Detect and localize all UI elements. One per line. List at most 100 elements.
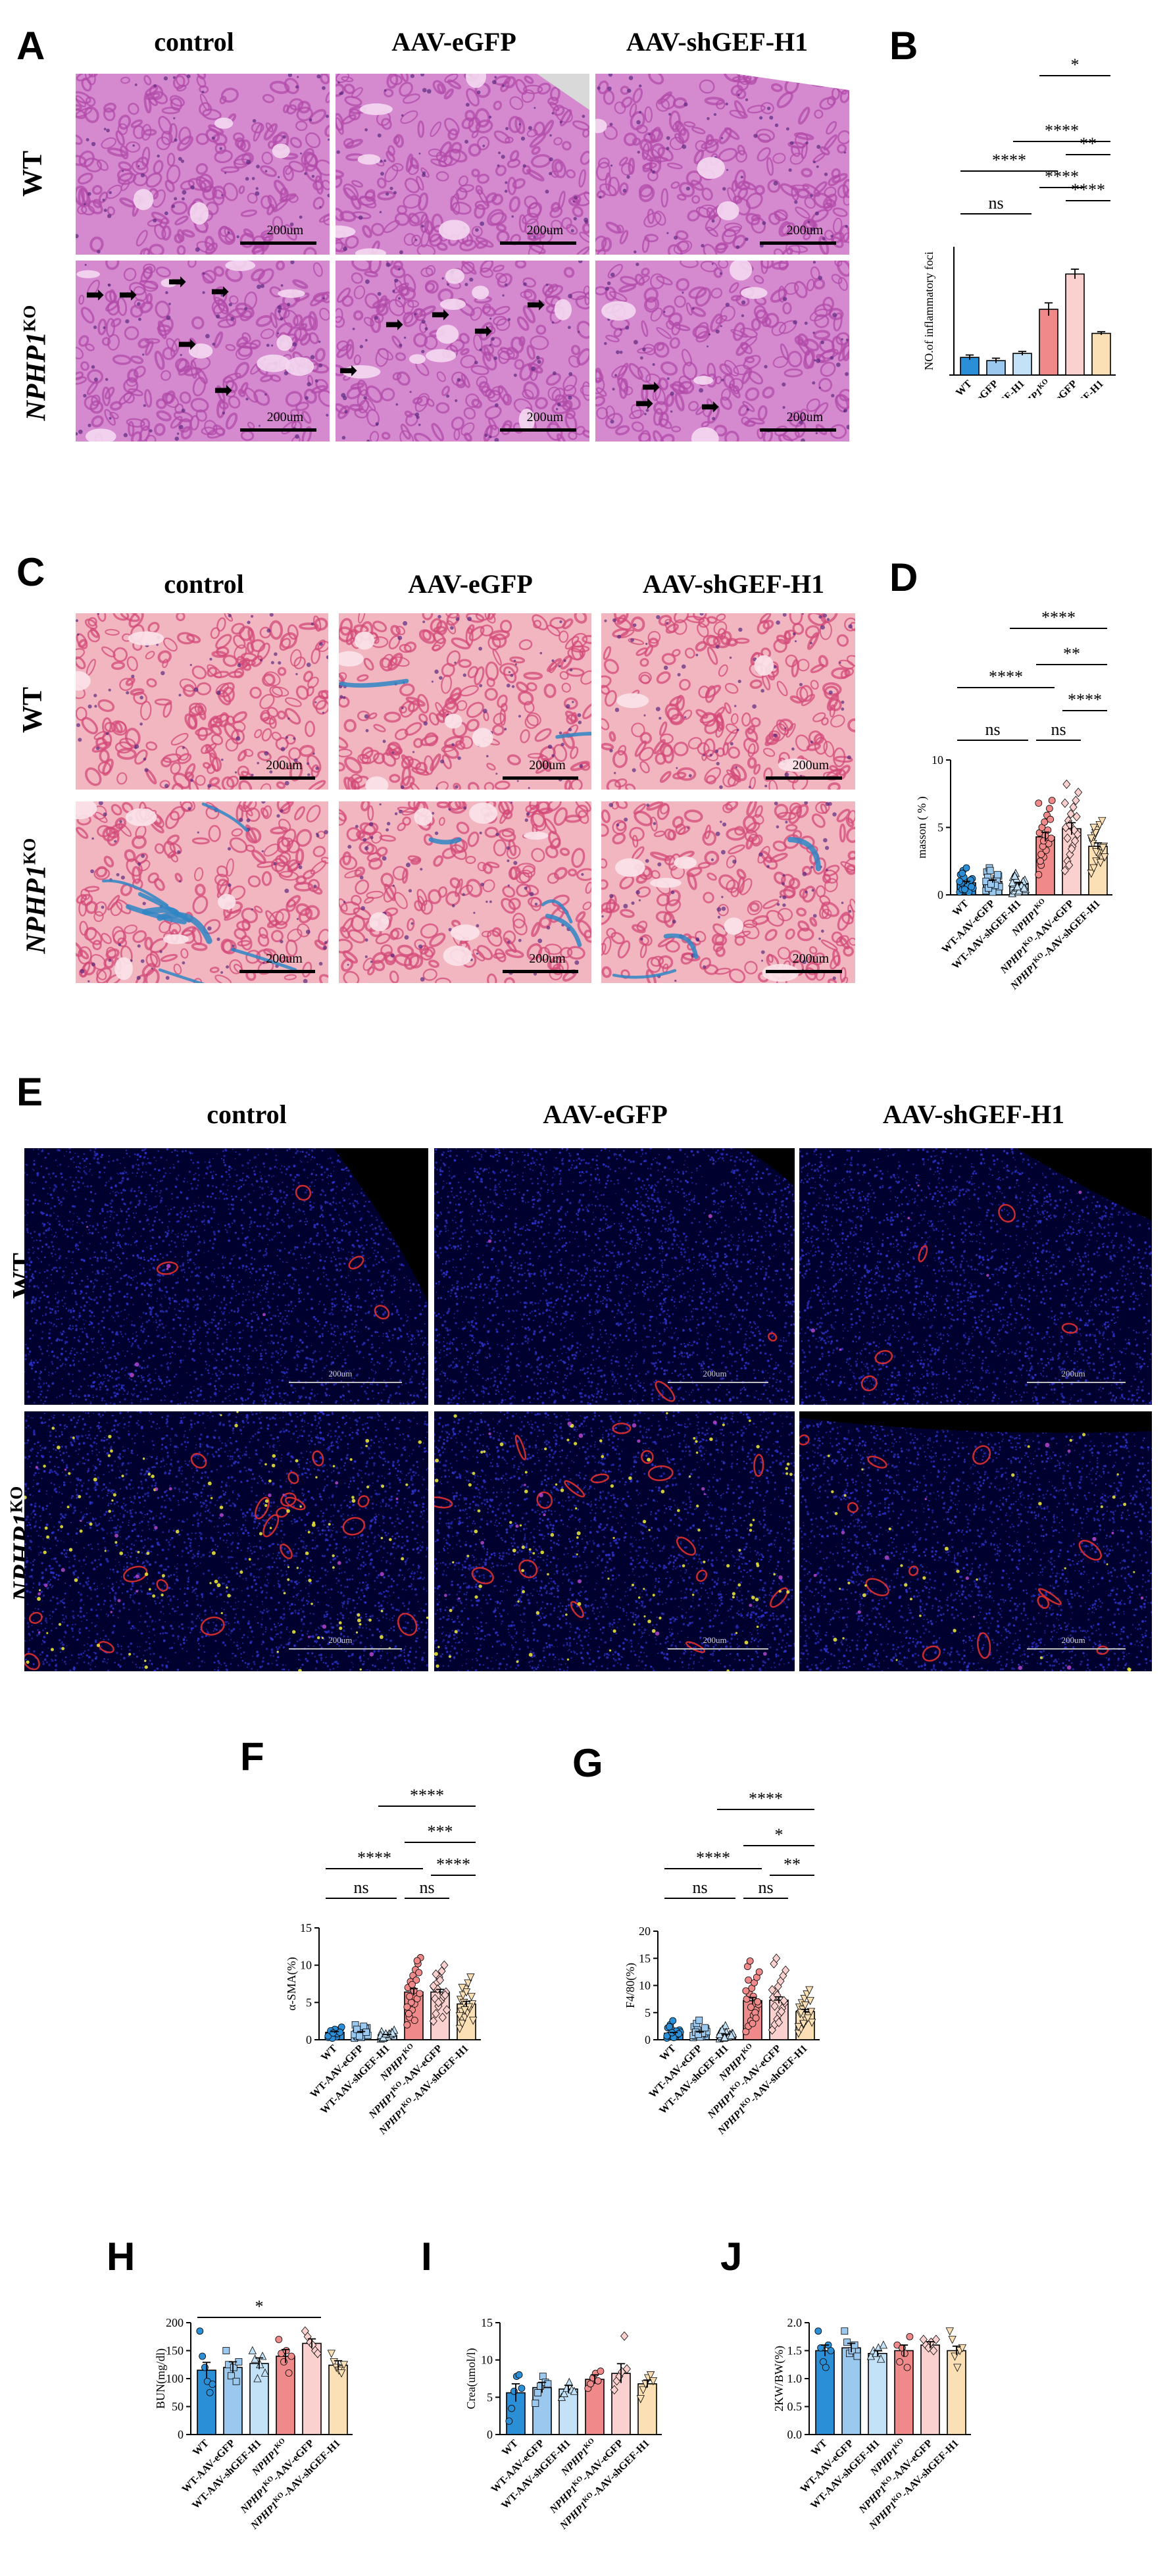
data-point — [752, 2014, 760, 2022]
row-title-wt: WT — [17, 151, 49, 197]
significance-label: **** — [696, 1848, 730, 1867]
row-title-sup: KO — [7, 1486, 26, 1513]
data-point — [413, 1957, 421, 1965]
row-title-nphp1-ko: NPHP1KO — [20, 305, 53, 421]
masson-image-ko-aav-shgef-h1: 200um — [601, 801, 855, 983]
data-point — [285, 2369, 293, 2377]
data-point — [435, 1975, 445, 1985]
data-point — [1037, 851, 1045, 858]
chart-panel-h: 0 50 100 150 200 BUN(mg/dl) WT WT-AAV-eGFP WT-AA… — [151, 2263, 428, 2573]
data-point — [518, 2385, 526, 2392]
data-point — [256, 2360, 264, 2369]
data-point — [822, 2363, 830, 2371]
data-point — [1048, 797, 1056, 804]
data-point — [749, 2019, 757, 2027]
data-point — [1062, 779, 1071, 790]
scale-bar-label: 200um — [793, 951, 830, 967]
significance-label: **** — [1071, 180, 1105, 199]
data-point — [814, 2327, 822, 2335]
data-point — [961, 886, 968, 894]
scale-bar — [766, 776, 842, 780]
y-axis-label: F4/80(%) — [624, 1963, 637, 2008]
data-point — [620, 2331, 629, 2341]
scale-bar-label: 200um — [527, 223, 564, 238]
if-image-ko-aav-shgef-h1: 200um — [799, 1411, 1152, 1671]
panel-label-h: H — [107, 2237, 135, 2277]
x-tick-label: WT — [954, 378, 974, 398]
arrow-icon: ➡ — [431, 303, 450, 326]
bar — [1039, 309, 1058, 376]
chart-panel-f: 0 5 10 15 α-SMA(%) WT WT-AAV-eGFP WT-AAV-shGEF-… — [276, 1770, 572, 2165]
data-point — [222, 2347, 230, 2354]
scale-bar-label: 200um — [703, 1369, 727, 1379]
bar — [637, 2383, 657, 2435]
data-point — [339, 2361, 349, 2369]
data-point — [1060, 865, 1069, 876]
data-point — [1040, 837, 1047, 845]
scale-bar — [668, 1382, 768, 1383]
data-point — [1092, 848, 1101, 857]
data-point — [727, 2031, 735, 2039]
scale-bar-label: 200um — [266, 951, 303, 967]
panel-label-i: I — [421, 2237, 432, 2277]
scale-bar-label: 200um — [328, 1635, 352, 1646]
data-point — [721, 2021, 730, 2029]
data-point — [597, 2367, 605, 2375]
data-point — [746, 1957, 754, 1965]
bar — [841, 2347, 861, 2435]
data-point — [1008, 878, 1016, 886]
y-tick-label: 0 — [937, 888, 943, 901]
data-point — [469, 2017, 478, 2025]
data-point — [622, 2364, 631, 2374]
panel-label-d: D — [889, 558, 918, 597]
significance-label: ns — [1051, 720, 1066, 739]
data-point — [797, 2009, 805, 2017]
y-tick-label: 15 — [481, 2316, 493, 2329]
data-point — [362, 2029, 370, 2036]
data-point — [459, 1991, 468, 2000]
data-point — [432, 2009, 440, 2019]
significance-label: **** — [1041, 608, 1076, 627]
data-point — [1071, 836, 1080, 846]
data-point — [282, 2347, 290, 2354]
x-tick-label: WT — [658, 2043, 678, 2063]
data-point — [646, 2371, 655, 2380]
y-axis-label: 2KW/BW(%) — [772, 2346, 786, 2412]
data-point — [196, 2327, 204, 2335]
scale-bar-label: 200um — [1062, 1635, 1085, 1646]
y-axis-label: NO.of inflammatory foci — [922, 251, 935, 370]
column-title-aav-egfp: AAV-eGFP — [391, 26, 516, 57]
y-axis-label: Crea(umol/l) — [464, 2348, 478, 2410]
data-point — [945, 2327, 954, 2336]
scale-bar — [766, 970, 842, 973]
data-point — [903, 2363, 911, 2371]
data-point — [1041, 818, 1049, 826]
y-tick-label: 5 — [306, 1996, 312, 2009]
y-tick-label: 2.0 — [787, 2316, 803, 2329]
data-point — [745, 1976, 753, 1984]
data-point — [1035, 871, 1043, 878]
data-point — [199, 2352, 207, 2360]
data-point — [228, 2372, 235, 2380]
if-image-wt-aav-egfp: 200um — [434, 1148, 795, 1405]
data-point — [253, 2374, 262, 2383]
row-title-nphp1-ko: NPHP1KO — [20, 838, 53, 954]
y-tick-label: 200 — [166, 2316, 184, 2329]
data-point — [230, 2363, 237, 2371]
significance-label: ns — [985, 720, 1000, 739]
data-point — [539, 2373, 547, 2381]
bar — [328, 2364, 348, 2435]
panel-label-a: A — [16, 26, 45, 66]
y-tick-label: 5 — [487, 2390, 493, 2404]
data-point — [429, 2016, 437, 2026]
data-point — [327, 2350, 336, 2358]
row-title-gene: NPHP1 — [22, 865, 52, 953]
data-point — [360, 2023, 368, 2031]
y-tick-label: 0 — [306, 2033, 312, 2046]
scale-bar-label: 200um — [529, 951, 566, 967]
data-point — [649, 2377, 658, 2386]
significance-label: ns — [758, 1878, 773, 1897]
y-tick-label: 1.0 — [787, 2372, 803, 2385]
data-point — [287, 2352, 295, 2360]
data-point — [695, 2016, 703, 2024]
